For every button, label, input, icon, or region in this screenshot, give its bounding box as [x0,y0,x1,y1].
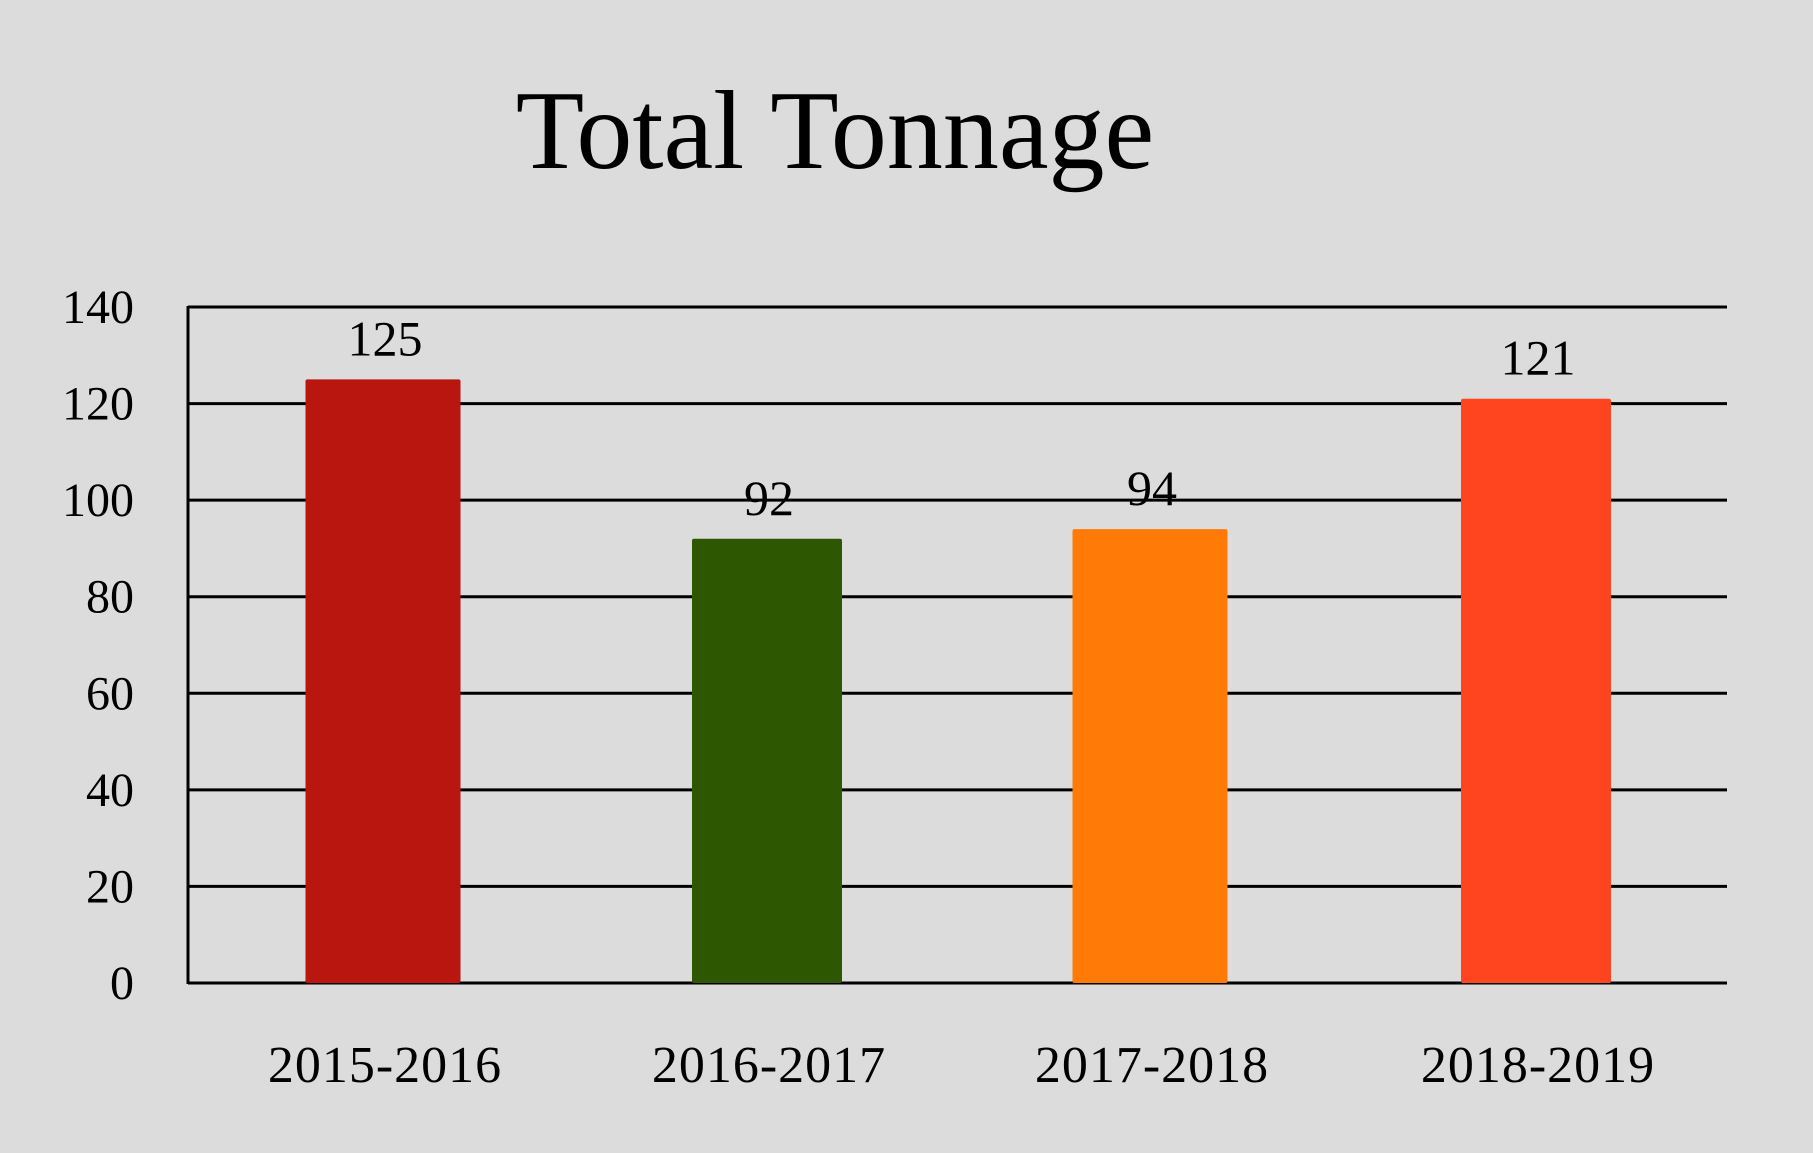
y-tick-label: 0 [110,957,134,1010]
data-label: 121 [1501,330,1576,386]
y-tick-label: 60 [86,667,134,720]
x-axis-category-labels: 2015-2016 2016-2017 2017-2018 2018-2019 [268,1037,1655,1094]
data-label: 94 [1127,460,1177,516]
bar-2017-2018 [1072,529,1228,983]
data-labels: 125 92 94 121 [348,310,1576,525]
data-label: 125 [348,310,423,366]
y-tick-label: 100 [62,474,134,527]
x-category-label: 2018-2019 [1421,1037,1655,1094]
bar-2015-2016 [305,379,461,983]
y-tick-label: 40 [86,764,134,817]
data-label: 92 [744,470,794,526]
x-category-label: 2016-2017 [652,1037,886,1094]
x-category-label: 2015-2016 [268,1037,502,1094]
y-tick-label: 20 [86,860,134,913]
bar-2018-2019 [1461,398,1611,983]
y-axis-tick-labels: 0 20 40 60 80 100 120 140 [62,281,134,1010]
y-tick-label: 140 [62,281,134,334]
chart-title: Total Tonnage [516,69,1155,193]
y-tick-label: 80 [86,571,134,624]
x-category-label: 2017-2018 [1035,1037,1269,1094]
bar-2016-2017 [692,538,842,983]
bars [305,379,1611,983]
y-tick-label: 120 [62,378,134,431]
